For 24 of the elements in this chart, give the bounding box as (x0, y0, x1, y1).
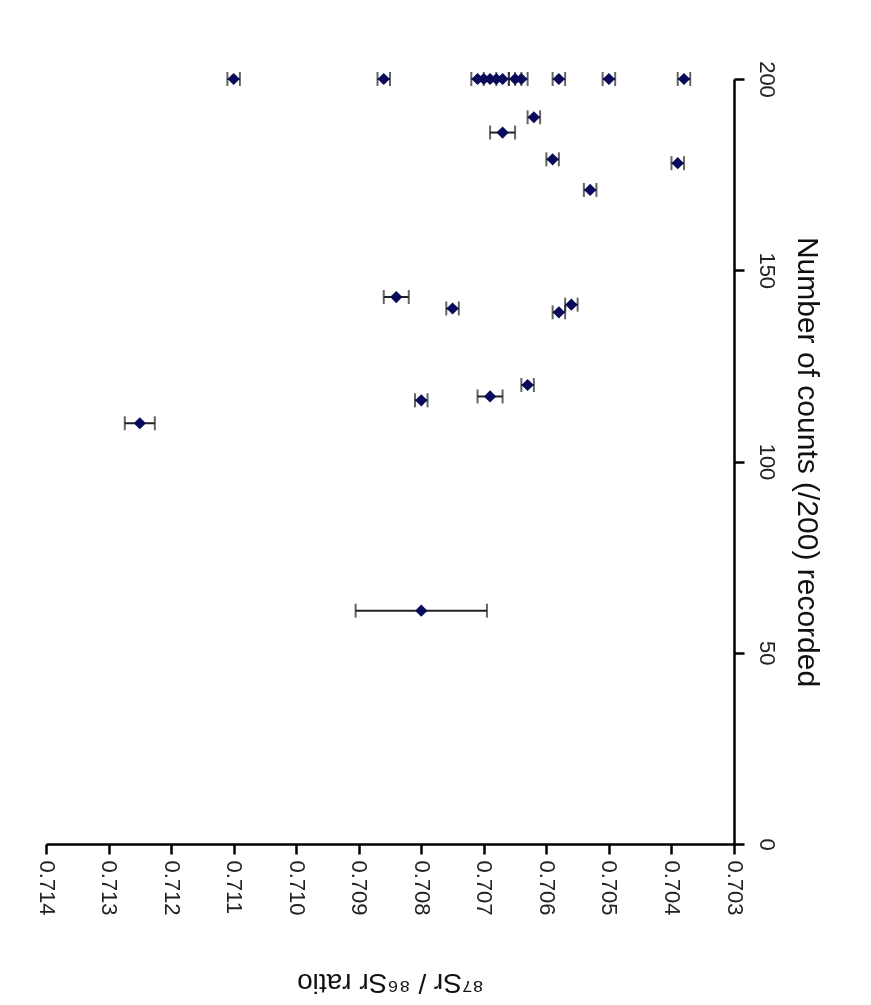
x-tick-label: 0.709 (347, 860, 373, 916)
x-tick-label: 0.708 (409, 860, 435, 916)
x-tick-label: 0.712 (159, 860, 185, 916)
y-tick-label: 200 (754, 61, 780, 98)
x-tick-label: 0.705 (597, 860, 623, 916)
point (496, 126, 509, 139)
x-tick-label: 0.714 (34, 860, 60, 916)
point (390, 290, 403, 304)
x-tick-label: 0.713 (97, 860, 123, 916)
y-axis-title: Number of counts (/200) recorded (791, 236, 825, 688)
y-tick-label: 100 (754, 443, 780, 481)
point (133, 417, 146, 430)
x-tick-label: 0.706 (534, 860, 560, 916)
x-tick-label: 0.707 (472, 860, 498, 916)
x-tick-label: 0.711 (222, 860, 248, 914)
x-tick-label: 0.704 (659, 860, 685, 916)
x-tick-label: 0.703 (722, 860, 748, 916)
point (415, 604, 428, 617)
x-tick-label: 0.710 (284, 860, 310, 916)
y-tick-label: 0 (754, 838, 780, 851)
y-tick-label: 50 (754, 641, 780, 666)
x-axis-title: ⁸⁷Sr / ⁸⁶Sr ratio (297, 967, 484, 999)
y-tick-label: 150 (754, 252, 780, 290)
point (483, 390, 497, 403)
